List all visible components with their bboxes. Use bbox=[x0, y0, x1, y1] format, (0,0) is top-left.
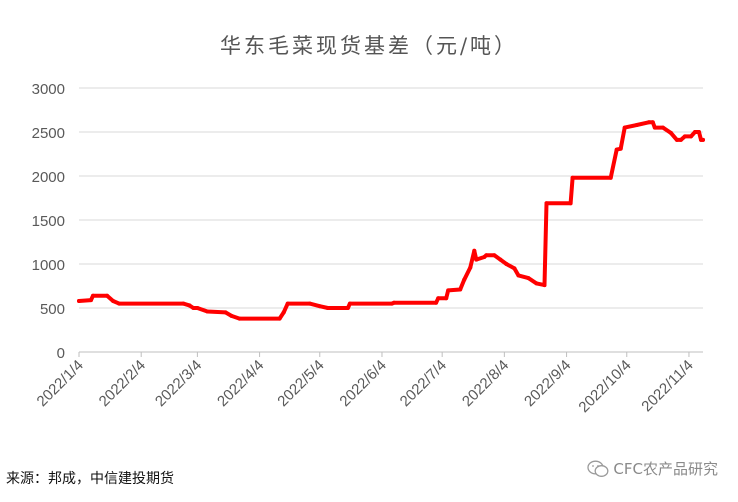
data-point bbox=[682, 134, 687, 139]
data-point bbox=[652, 125, 657, 130]
x-tick-label: 2022/8/4 bbox=[459, 357, 512, 410]
data-point bbox=[622, 125, 627, 130]
y-tick-label: 2500 bbox=[32, 125, 65, 142]
data-point bbox=[570, 175, 575, 180]
data-point bbox=[187, 303, 192, 308]
series-line bbox=[77, 120, 705, 321]
x-tick-labels: 2022/1/4 2022/2/4 2022/3/4 2022/4/4 2022/5/4… bbox=[34, 357, 697, 416]
data-point bbox=[634, 123, 639, 127]
data-point bbox=[516, 273, 521, 278]
data-point bbox=[317, 304, 322, 309]
x-tick-label: 2022/1/4 bbox=[34, 357, 87, 410]
data-point bbox=[468, 265, 473, 270]
data-point bbox=[347, 301, 352, 306]
data-point bbox=[472, 248, 477, 253]
data-point bbox=[568, 201, 573, 206]
y-tick-label: 0 bbox=[57, 345, 65, 362]
data-point bbox=[498, 257, 503, 262]
x-tick-label: 2022/2/4 bbox=[96, 357, 149, 410]
data-point bbox=[504, 262, 509, 266]
y-tick-label: 1000 bbox=[32, 257, 65, 274]
data-point bbox=[229, 313, 234, 318]
data-point bbox=[392, 300, 396, 305]
data-point bbox=[618, 146, 623, 151]
data-point bbox=[534, 281, 539, 286]
data-point bbox=[462, 277, 467, 282]
chart-title: 华东毛菜现货基差（元/吨） bbox=[219, 34, 519, 58]
data-point bbox=[689, 134, 693, 139]
data-point bbox=[474, 257, 479, 262]
data-point bbox=[614, 147, 619, 152]
data-point bbox=[434, 300, 439, 305]
data-point bbox=[91, 293, 95, 298]
series-layer bbox=[77, 120, 705, 321]
data-point bbox=[307, 301, 312, 306]
data-point bbox=[701, 137, 705, 142]
data-point bbox=[650, 120, 655, 125]
gridlines bbox=[79, 87, 703, 309]
x-tick-label: 2022/3/4 bbox=[152, 357, 205, 410]
wechat-icon bbox=[587, 460, 609, 477]
data-point bbox=[526, 276, 531, 281]
y-tick-label: 2000 bbox=[32, 169, 65, 186]
data-point bbox=[277, 316, 282, 321]
data-point bbox=[181, 301, 186, 306]
data-point bbox=[205, 309, 210, 314]
data-point bbox=[285, 301, 290, 306]
x-tick-label: 2022/6/4 bbox=[336, 357, 389, 410]
data-point bbox=[191, 306, 196, 310]
data-point bbox=[237, 316, 242, 321]
data-point bbox=[542, 283, 547, 288]
y-tick-label: 1500 bbox=[32, 213, 65, 230]
data-point bbox=[89, 298, 93, 303]
data-point bbox=[674, 137, 679, 142]
data-point bbox=[111, 299, 116, 303]
data-point bbox=[446, 288, 451, 293]
data-point bbox=[444, 296, 449, 301]
data-point bbox=[693, 130, 697, 134]
axes bbox=[78, 351, 703, 357]
x-tick-label: 2022/7/4 bbox=[397, 357, 450, 410]
data-point bbox=[492, 253, 497, 258]
data-point bbox=[281, 310, 286, 315]
x-tick-label: 2022/4/4 bbox=[214, 357, 267, 410]
watermark-text: CFC农产品研究 bbox=[613, 460, 718, 478]
data-point bbox=[458, 287, 463, 292]
data-point bbox=[678, 137, 683, 142]
data-point bbox=[195, 306, 200, 310]
data-point bbox=[325, 306, 330, 310]
y-tick-label: 3000 bbox=[32, 81, 65, 98]
data-point bbox=[77, 299, 81, 303]
y-tick-labels: 0 500 1000 1500 2000 2500 3000 bbox=[32, 81, 65, 362]
x-tick-label: 2022/5/4 bbox=[274, 357, 327, 410]
x-tick-label: 2022/9/4 bbox=[521, 357, 574, 410]
data-point bbox=[697, 130, 701, 134]
data-point bbox=[345, 306, 350, 310]
y-tick-label: 500 bbox=[40, 301, 65, 318]
source-note: 来源：邦成，中信建投期货 bbox=[6, 471, 174, 487]
data-point bbox=[484, 253, 489, 258]
x-tick-label: 2022/10/4 bbox=[575, 357, 634, 416]
data-point bbox=[608, 175, 613, 180]
line-chart: 0 500 1000 1500 2000 2500 3000 2022/1/4 2022/2/… bbox=[32, 81, 705, 416]
data-point bbox=[105, 293, 110, 298]
data-point bbox=[646, 120, 651, 125]
data-point bbox=[668, 130, 673, 135]
data-point bbox=[660, 125, 665, 130]
data-point bbox=[223, 310, 228, 315]
data-point bbox=[436, 296, 441, 301]
watermark: CFC农产品研究 bbox=[587, 458, 718, 479]
data-point bbox=[512, 266, 517, 271]
data-point bbox=[544, 201, 549, 206]
data-point bbox=[117, 301, 122, 306]
x-tick-label: 2022/11/4 bbox=[638, 357, 696, 415]
